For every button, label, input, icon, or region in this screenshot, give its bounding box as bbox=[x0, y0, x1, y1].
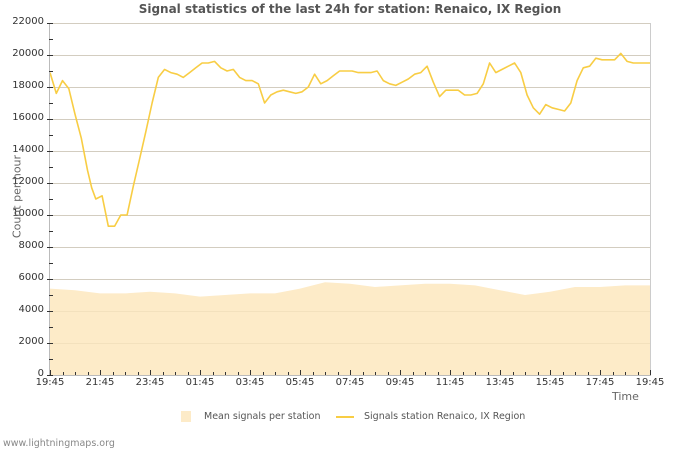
x-tick-label: 11:45 bbox=[435, 377, 465, 388]
y-tick-label: 22000 bbox=[12, 16, 44, 27]
x-tick-label: 21:45 bbox=[85, 377, 115, 388]
y-tick-label: 2000 bbox=[18, 336, 44, 347]
x-axis-label: Time bbox=[612, 390, 639, 403]
x-tick-label: 19:45 bbox=[635, 377, 665, 388]
y-tick-label: 10000 bbox=[12, 208, 44, 219]
x-tick-label: 07:45 bbox=[335, 377, 365, 388]
gridlines-overlay bbox=[50, 23, 650, 344]
chart-title: Signal statistics of the last 24h for st… bbox=[138, 2, 562, 16]
mean-signals-area bbox=[50, 282, 650, 375]
y-tick-label: 8000 bbox=[18, 240, 44, 251]
y-tick-label: 18000 bbox=[12, 80, 44, 91]
y-tick-label: 6000 bbox=[18, 272, 44, 283]
x-tick-label: 19:45 bbox=[35, 377, 65, 388]
legend-label: Signals station Renaico, IX Region bbox=[364, 411, 526, 422]
x-tick-label: 13:45 bbox=[485, 377, 515, 388]
x-tick-label: 01:45 bbox=[185, 377, 215, 388]
y-tick-label: 14000 bbox=[12, 144, 44, 155]
x-tick-label: 23:45 bbox=[135, 377, 165, 388]
y-tick-label: 16000 bbox=[12, 112, 44, 123]
y-tick-label: 12000 bbox=[12, 176, 44, 187]
area-swatch-icon bbox=[181, 411, 191, 422]
y-tick-label: 20000 bbox=[12, 48, 44, 59]
x-tick-label: 17:45 bbox=[585, 377, 615, 388]
y-tick-label: 4000 bbox=[18, 304, 44, 315]
legend-label: Mean signals per station bbox=[204, 411, 321, 422]
station-signals-line bbox=[49, 52, 650, 227]
x-tick-label: 03:45 bbox=[235, 377, 265, 388]
x-tick-label: 15:45 bbox=[535, 377, 565, 388]
x-tick-label: 09:45 bbox=[385, 377, 415, 388]
source-credit: www.lightningmaps.org bbox=[3, 438, 115, 449]
axes bbox=[47, 23, 651, 376]
y-tick-label: 0 bbox=[37, 368, 44, 379]
line-swatch-icon bbox=[336, 415, 354, 418]
x-tick-label: 05:45 bbox=[285, 377, 315, 388]
legend-item-station-signals[interactable]: Signals station Renaico, IX Region bbox=[336, 411, 525, 422]
legend-item-mean-signals[interactable]: Mean signals per station bbox=[181, 411, 320, 422]
y-axis-label: Count per hour bbox=[10, 154, 24, 239]
